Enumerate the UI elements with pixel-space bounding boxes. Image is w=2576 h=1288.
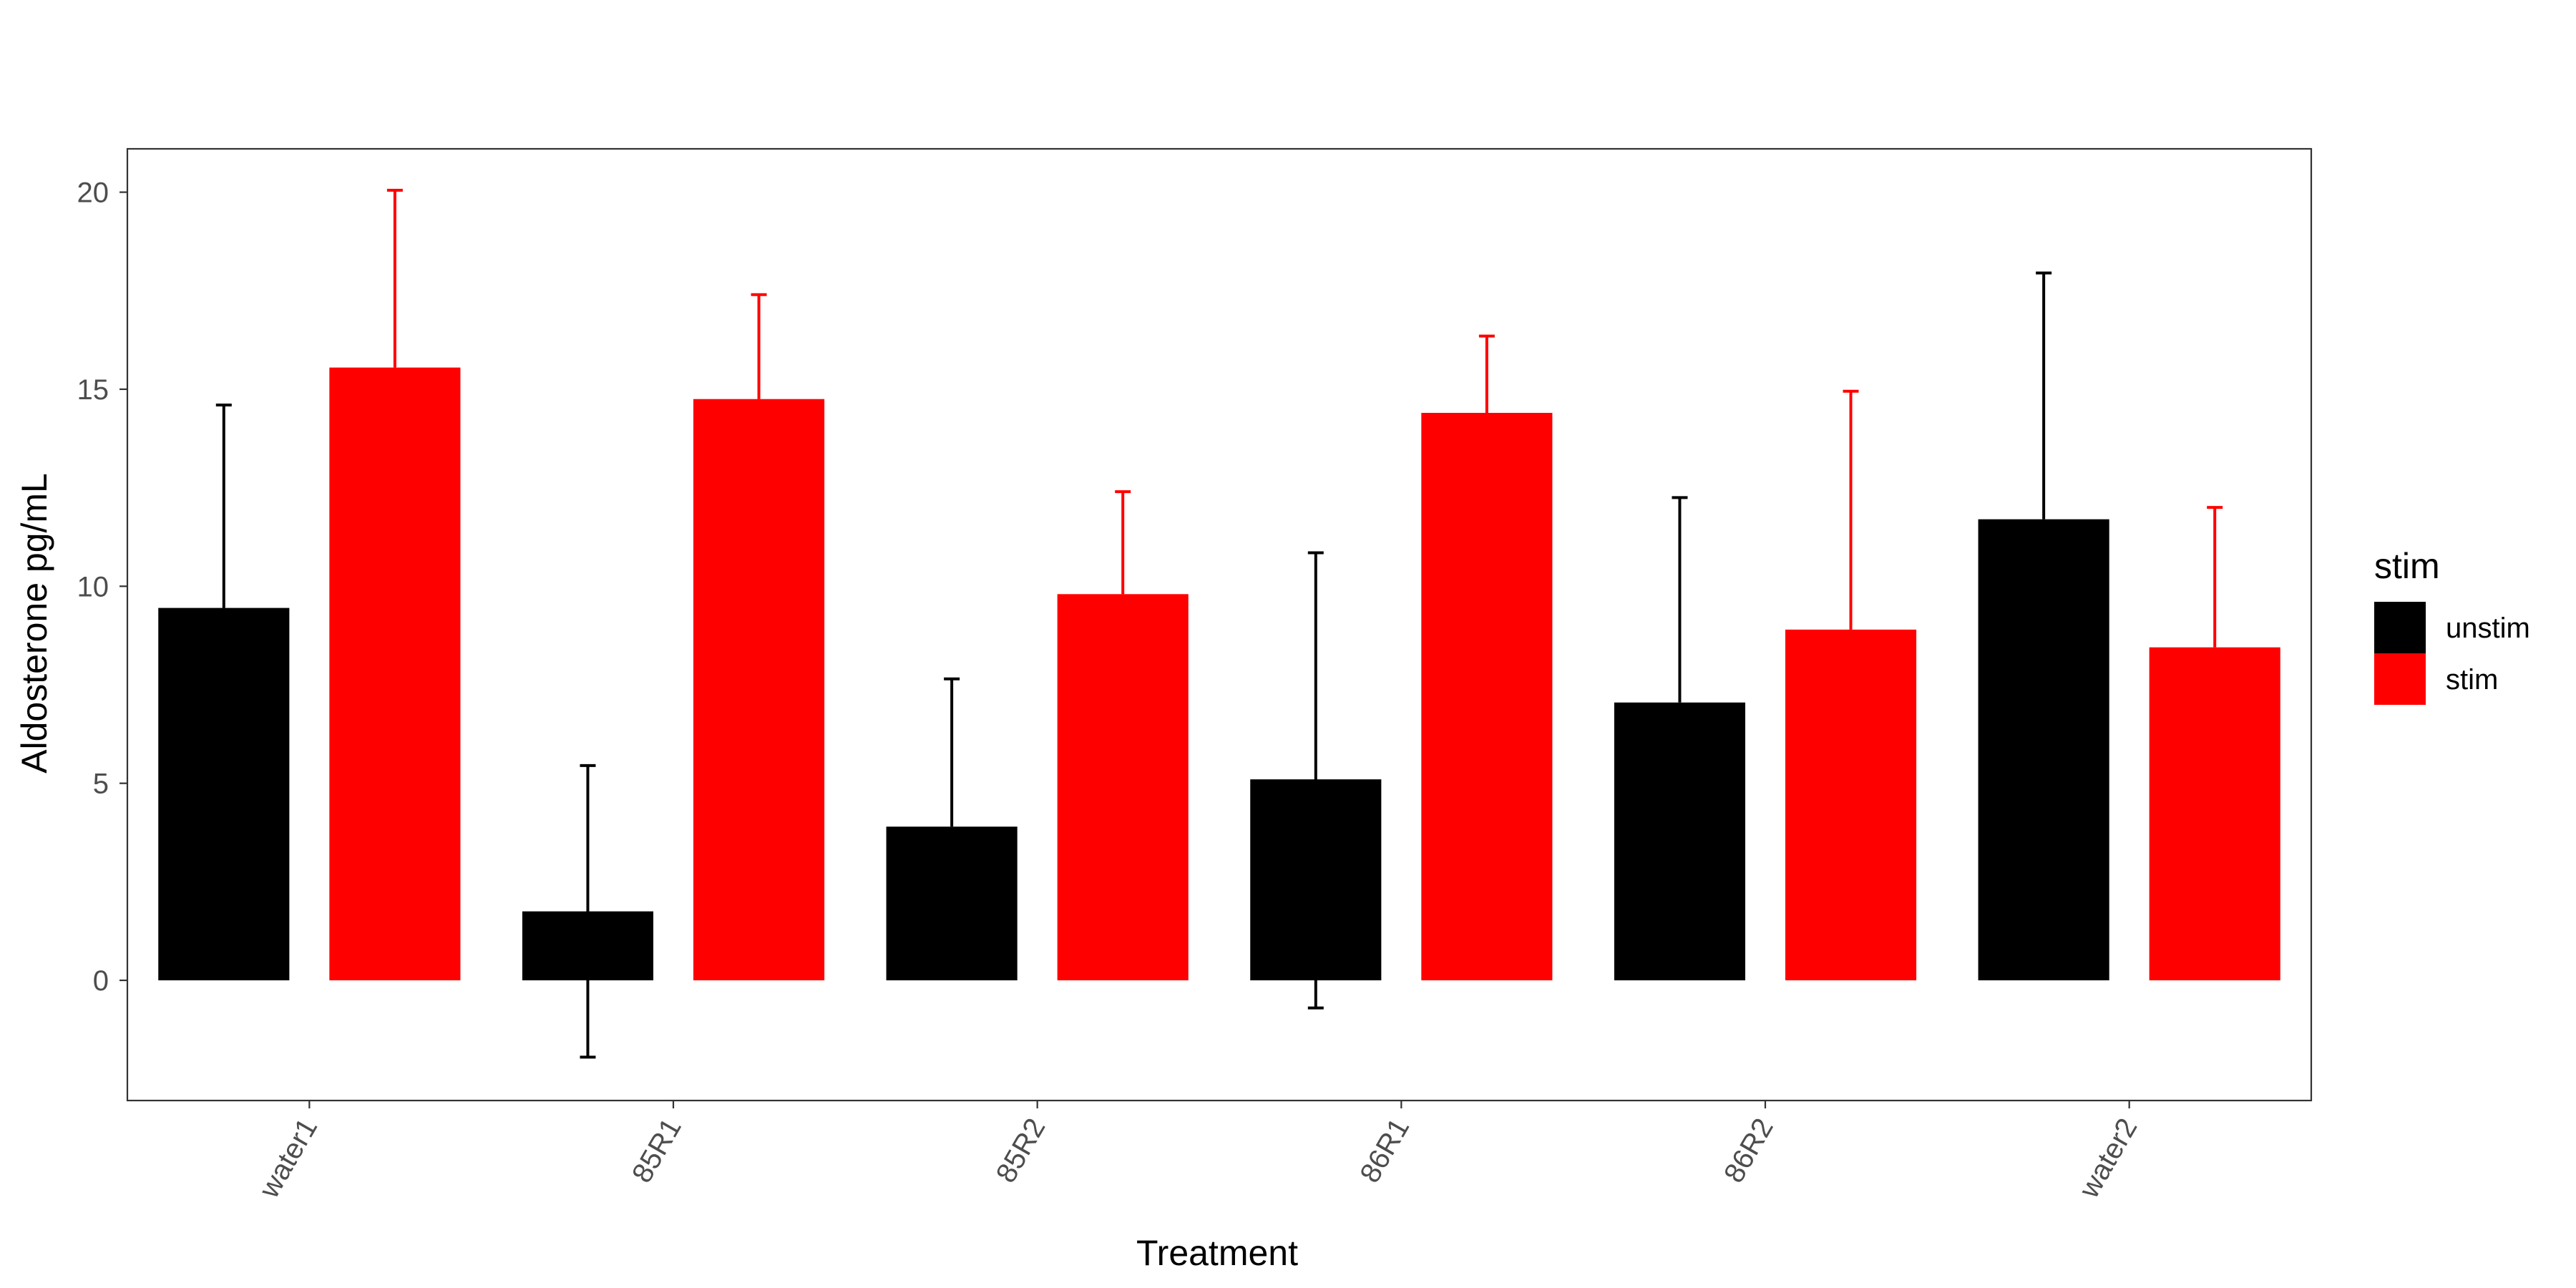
y-axis-title: Aldosterone pg/mL [14, 473, 54, 774]
legend-label-stim: stim [2446, 664, 2498, 696]
y-tick-label: 0 [93, 965, 109, 997]
bar-stim-86R1 [1421, 412, 1553, 981]
legend-title: stim [2374, 546, 2440, 586]
bar-unstim-water2 [1978, 519, 2109, 981]
panel-border [126, 147, 2313, 1102]
legend-key-stim [2374, 653, 2426, 705]
bar-unstim-water1 [158, 608, 290, 981]
bar-stim-water2 [2149, 647, 2280, 981]
y-tick-label: 20 [77, 177, 109, 209]
legend-key-unstim [2374, 602, 2426, 653]
bar-unstim-85R2 [886, 826, 1018, 981]
bar-unstim-86R2 [1614, 702, 1746, 981]
y-tick-label: 5 [93, 769, 109, 800]
bar-stim-85R1 [693, 399, 825, 981]
legend-label-unstim: unstim [2446, 613, 2530, 644]
x-axis-title: Treatment [1136, 1233, 1298, 1273]
bar-stim-86R2 [1785, 629, 1917, 981]
bar-stim-water1 [329, 367, 461, 981]
y-tick-label: 10 [77, 571, 109, 602]
bar-stim-85R2 [1057, 594, 1189, 981]
y-tick-label: 15 [77, 374, 109, 406]
